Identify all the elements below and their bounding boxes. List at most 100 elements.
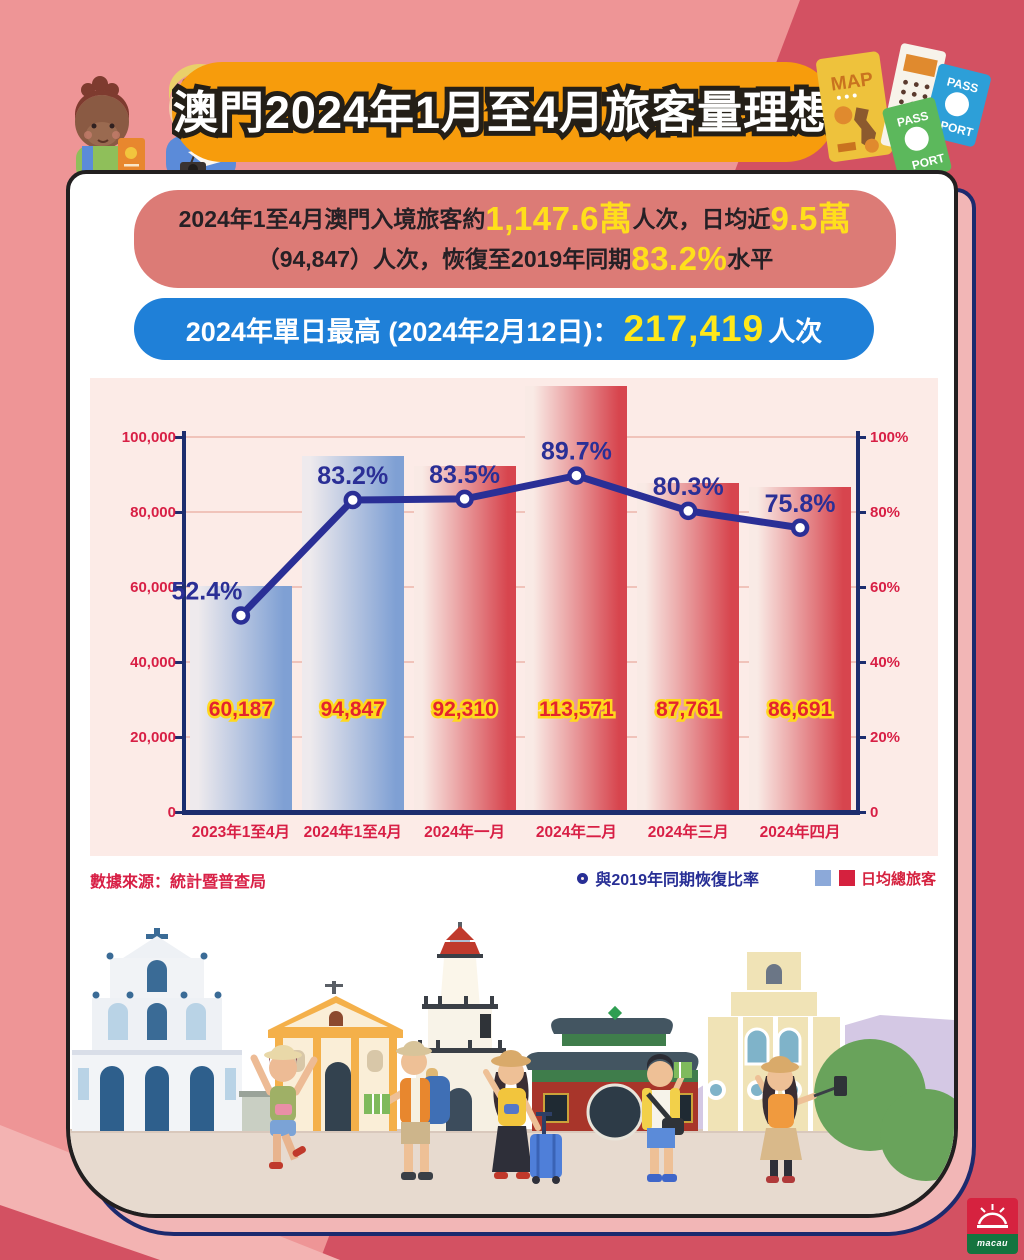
bar-value-label: 60,187 <box>209 698 273 721</box>
bar-value-label: 92,310 <box>432 698 496 721</box>
line-point-label: 75.8% <box>765 490 836 518</box>
chart-overlay: 60,187 94,847 92,310 113,571 87,761 86,691 52.… <box>171 438 836 724</box>
line-legend-label: 與2019年同期恢復比率 <box>595 872 759 889</box>
summary-highlight-daily: 9.5萬 <box>770 200 852 237</box>
line-point-label: 83.5% <box>429 461 500 489</box>
summary-line-1: 2024年1至4月澳門入境旅客約1,147.6萬人次，日均近9.5萬 <box>179 199 852 239</box>
y-axis-tick-label-right: 0 <box>870 804 879 821</box>
peak-day-label: 2024年單日最高 (2024年2月12日)： <box>185 316 620 347</box>
summary-text: 2024年1至4月澳門入境旅客約 <box>178 206 486 232</box>
y-axis-tick-label-left: 20,000 <box>130 729 176 746</box>
line-point-label: 80.3% <box>653 473 724 501</box>
logo-text: macau <box>967 1234 1018 1254</box>
x-axis-label: 2023年1至4月 <box>191 824 291 841</box>
axis-tick <box>856 435 866 439</box>
peak-day-number: 217,419 <box>623 308 765 349</box>
tourist-selfie-woman <box>755 1056 847 1183</box>
y-axis-tick-label-left: 40,000 <box>130 654 176 671</box>
bar <box>749 486 852 812</box>
axis-tick <box>175 435 185 439</box>
axis-tick <box>175 660 185 664</box>
axis-tick <box>856 810 866 814</box>
axis-tick <box>856 660 866 664</box>
travel-items-illustration: MAP PASS PORT PASS PO <box>816 43 991 183</box>
title-banner: 澳門2024年1月至4月旅客量理想 <box>168 62 839 162</box>
y-axis-tick-label-left: 60,000 <box>130 579 176 596</box>
macau-tourism-logo: macau <box>967 1198 1018 1254</box>
recovery-rate-line <box>237 472 804 619</box>
summary-line-2: （94,847）人次，恢復至2019年同期83.2%水平 <box>257 239 774 279</box>
summary-text: 人次，日均近 <box>632 206 771 232</box>
peak-day-suffix: 人次 <box>768 316 823 347</box>
x-axis-label: 2024年四月 <box>759 824 841 841</box>
grid-line <box>185 736 856 738</box>
line-marker <box>455 489 474 509</box>
bar-legend-label: 日均總旅客 <box>860 870 936 888</box>
grid-line <box>185 586 856 588</box>
bar <box>637 482 740 812</box>
line-point-label: 52.4% <box>171 578 242 606</box>
y-axis-tick-label-right: 100% <box>870 429 909 446</box>
line-marker <box>567 466 586 485</box>
bar <box>413 465 516 812</box>
peak-day-pill: 2024年單日最高 (2024年2月12日)： 217,419 人次 <box>134 298 874 360</box>
grid-line <box>185 436 856 438</box>
tourist-hiker <box>364 1041 450 1180</box>
line-marker <box>343 490 362 510</box>
y-axis-tick-label-left: 80,000 <box>130 504 176 521</box>
summary-highlight-total: 1,147.6萬 <box>485 200 633 237</box>
tourist-kid-illustration <box>75 76 145 180</box>
axis-tick <box>175 585 185 589</box>
axis-tick <box>856 510 866 514</box>
bar-value-label: 86,691 <box>768 698 833 721</box>
x-axis-label: 2024年一月 <box>424 824 506 841</box>
axis-tick <box>856 585 866 589</box>
y-axis-left <box>182 431 186 814</box>
y-axis-tick-label-right: 40% <box>870 654 901 671</box>
chart-legend: 與2019年同期恢復比率 日均總旅客 <box>577 866 936 890</box>
summary-box: 2024年1至4月澳門入境旅客約1,147.6萬人次，日均近9.5萬 （94,8… <box>134 190 896 288</box>
map-booklet-icon: MAP <box>816 51 893 162</box>
bar-value-label: 113,571 <box>539 698 614 721</box>
grid-line <box>185 511 856 513</box>
page-title: 澳門2024年1月至4月旅客量理想 <box>173 87 835 138</box>
grid-line <box>185 661 856 663</box>
x-axis-label: 2024年1至4月 <box>303 824 402 841</box>
axis-tick <box>175 810 185 814</box>
chart: 100,000 100% 80,000 80% 60,000 60% 40,000 40% 20… <box>90 378 938 856</box>
passport-green-icon: PASS PORT <box>882 97 952 183</box>
axis-tick <box>856 735 866 739</box>
legend-bar-swatch-red <box>838 870 855 886</box>
ruins-st-paul-building <box>72 928 242 1131</box>
line-marker <box>790 518 810 537</box>
bar-value-label: 94,847 <box>321 698 385 721</box>
data-source-label: 數據來源：統計暨普查局 <box>90 874 267 891</box>
title-text-svg: 澳門2024年1月至4月旅客量理想 <box>168 82 839 143</box>
line-marker <box>231 606 251 625</box>
tourist-suitcase-woman <box>483 1050 562 1184</box>
line-legend-marker-icon <box>577 872 589 884</box>
y-axis-tick-label-right: 60% <box>870 579 901 596</box>
macau-skyline-illustration <box>70 922 954 1214</box>
main-card: 2024年1至4月澳門入境旅客約1,147.6萬人次，日均近9.5萬 （94,8… <box>66 170 958 1218</box>
y-axis-tick-label-right: 80% <box>870 504 901 521</box>
bar <box>301 456 404 812</box>
y-axis-right <box>856 431 860 814</box>
line-point-label: 89.7% <box>541 438 612 466</box>
bush <box>880 1089 954 1181</box>
y-axis-tick-label-left: 100,000 <box>121 429 176 446</box>
x-axis <box>182 810 860 815</box>
x-axis-label: 2024年三月 <box>647 824 729 841</box>
axis-tick <box>175 510 185 514</box>
line-point-label: 83.2% <box>317 462 388 490</box>
summary-text: （94,847）人次，恢復至2019年同期 <box>256 246 632 272</box>
summary-highlight-recovery: 83.2% <box>631 240 728 277</box>
line-marker <box>679 501 698 521</box>
legend-bar-swatch-blue <box>814 870 831 886</box>
logo-emblem <box>967 1198 1018 1234</box>
axis-tick <box>175 735 185 739</box>
summary-text: 水平 <box>727 246 774 272</box>
y-axis-tick-label-right: 20% <box>870 729 901 746</box>
y-axis-tick-label-left: 0 <box>167 804 176 821</box>
x-axis-label: 2024年二月 <box>535 824 617 841</box>
